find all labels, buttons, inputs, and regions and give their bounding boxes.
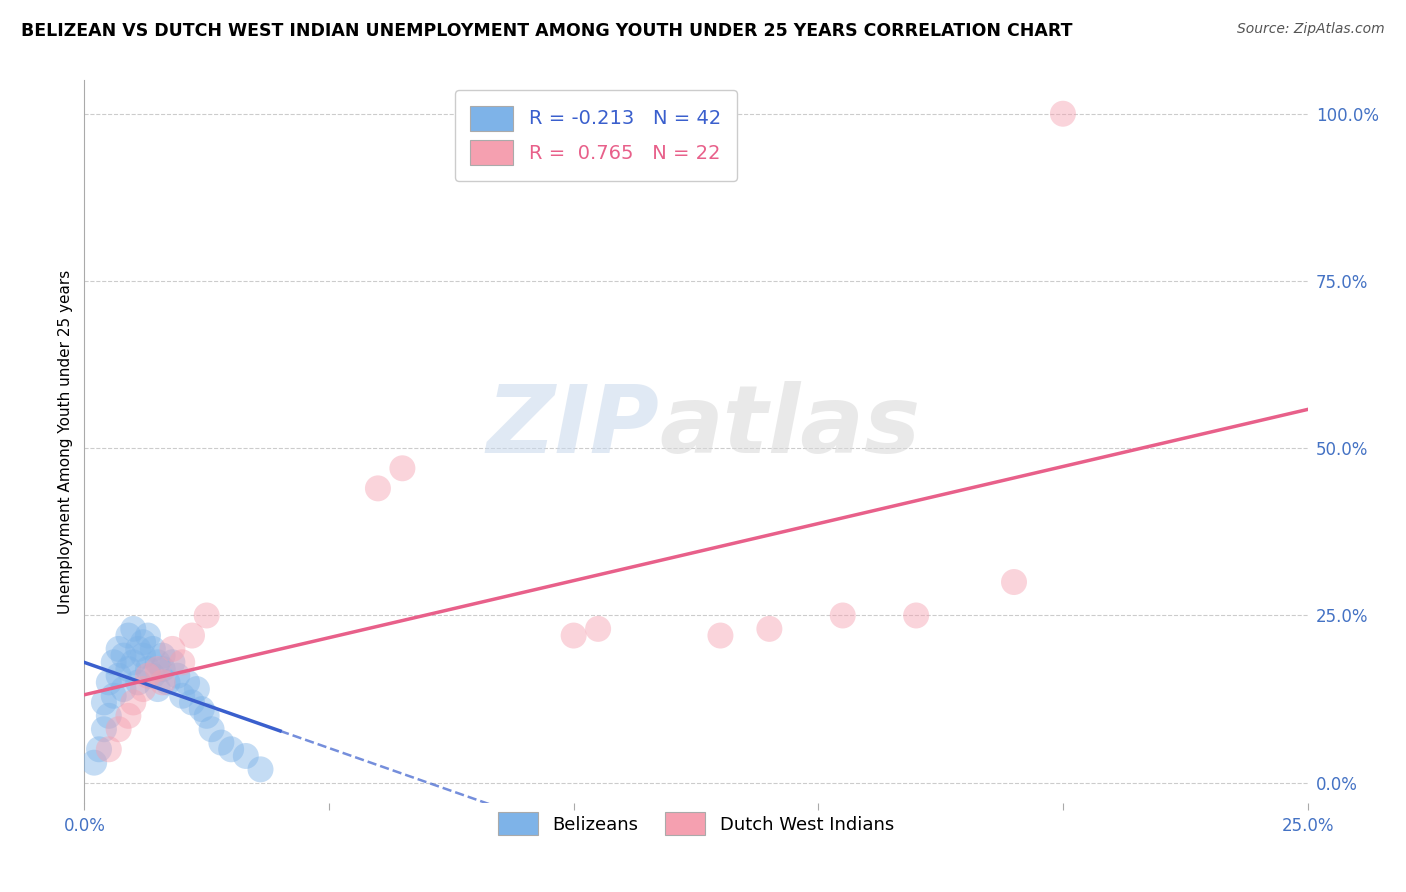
Point <box>93 723 115 737</box>
Point <box>905 608 928 623</box>
Point <box>152 662 174 676</box>
Point <box>146 681 169 696</box>
Point <box>146 655 169 669</box>
Point <box>709 628 731 642</box>
Point <box>156 675 179 690</box>
Point <box>186 681 208 696</box>
Point <box>172 689 194 703</box>
Point <box>112 648 135 663</box>
Point <box>132 648 155 663</box>
Point <box>195 608 218 623</box>
Point <box>219 742 242 756</box>
Point <box>117 628 139 642</box>
Point <box>1002 575 1025 590</box>
Point <box>132 681 155 696</box>
Point <box>586 622 609 636</box>
Point <box>122 655 145 669</box>
Point <box>142 642 165 657</box>
Point <box>117 708 139 723</box>
Point <box>142 669 165 683</box>
Point <box>209 735 232 749</box>
Point <box>367 482 389 496</box>
Point <box>152 648 174 663</box>
Point <box>83 756 105 770</box>
Point <box>127 642 149 657</box>
Point <box>181 696 204 710</box>
Point <box>97 742 120 756</box>
Point <box>152 675 174 690</box>
Text: atlas: atlas <box>659 381 921 473</box>
Legend: Belizeans, Dutch West Indians: Belizeans, Dutch West Indians <box>489 803 903 845</box>
Y-axis label: Unemployment Among Youth under 25 years: Unemployment Among Youth under 25 years <box>58 269 73 614</box>
Point <box>391 461 413 475</box>
Point <box>132 635 155 649</box>
Point <box>107 723 129 737</box>
Point <box>127 675 149 690</box>
Text: BELIZEAN VS DUTCH WEST INDIAN UNEMPLOYMENT AMONG YOUTH UNDER 25 YEARS CORRELATIO: BELIZEAN VS DUTCH WEST INDIAN UNEMPLOYME… <box>21 22 1073 40</box>
Point <box>112 681 135 696</box>
Point <box>87 742 110 756</box>
Point <box>103 655 125 669</box>
Point <box>97 708 120 723</box>
Point <box>181 628 204 642</box>
Point <box>176 675 198 690</box>
Point <box>162 655 184 669</box>
Point <box>122 622 145 636</box>
Point <box>103 689 125 703</box>
Point <box>235 749 257 764</box>
Point <box>122 696 145 710</box>
Point <box>831 608 853 623</box>
Point <box>562 628 585 642</box>
Text: ZIP: ZIP <box>486 381 659 473</box>
Point <box>107 669 129 683</box>
Point <box>172 655 194 669</box>
Point <box>136 628 159 642</box>
Point <box>146 662 169 676</box>
Point <box>117 662 139 676</box>
Text: Source: ZipAtlas.com: Source: ZipAtlas.com <box>1237 22 1385 37</box>
Point <box>1052 107 1074 121</box>
Point <box>758 622 780 636</box>
Point <box>200 723 222 737</box>
Point <box>191 702 214 716</box>
Point <box>249 762 271 776</box>
Point <box>93 696 115 710</box>
Point <box>136 662 159 676</box>
Point <box>97 675 120 690</box>
Point <box>136 669 159 683</box>
Point <box>162 642 184 657</box>
Point <box>195 708 218 723</box>
Point <box>107 642 129 657</box>
Point <box>166 669 188 683</box>
